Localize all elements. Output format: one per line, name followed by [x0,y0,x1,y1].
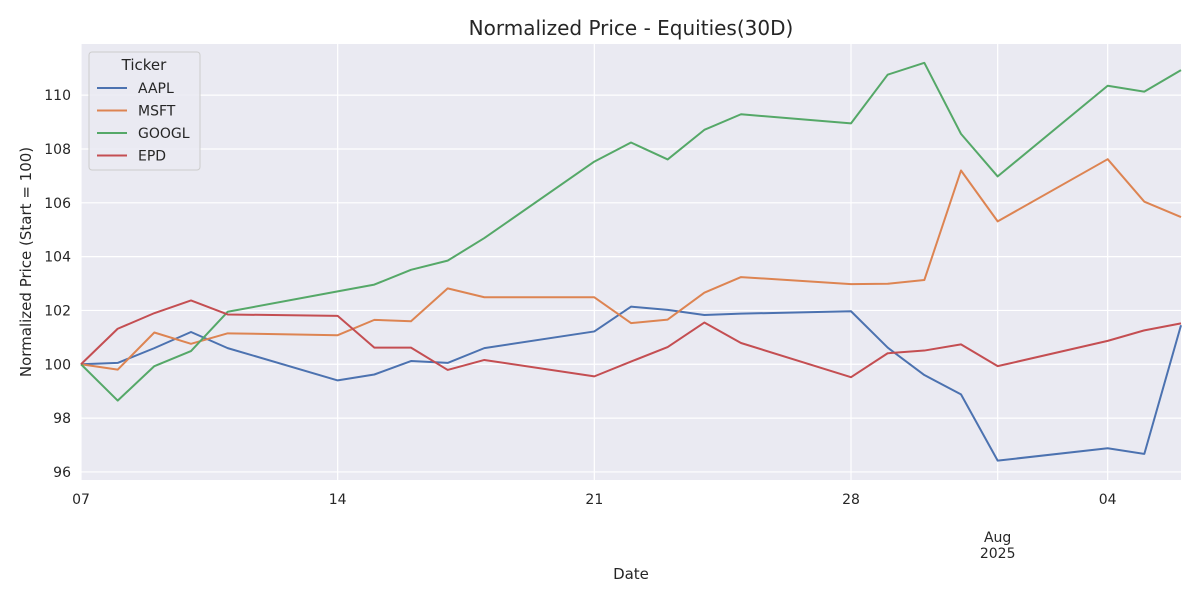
y-tick-label: 108 [44,142,71,158]
x-tick-label: 28 [842,492,860,508]
legend-label-googl: GOOGL [138,126,190,142]
y-axis-label: Normalized Price (Start = 100) [17,147,35,377]
legend-label-epd: EPD [138,149,166,165]
chart-title: Normalized Price - Equities(30D) [469,16,794,40]
legend-title: Ticker [121,56,167,74]
y-tick-label: 106 [44,196,71,212]
y-tick-label: 98 [53,411,71,427]
series-line-aapl [80,305,1182,462]
series-line-epd [80,299,1182,379]
series-lines [80,61,1182,462]
series-line-googl [80,61,1182,402]
y-tick-label: 110 [44,88,71,104]
legend-label-msft: MSFT [138,104,176,120]
x-tick-sublabel: 2025 [980,546,1016,562]
series-line-msft [80,158,1182,371]
x-tick-label: 14 [329,492,347,508]
plot-area [81,44,1181,480]
y-axis-ticks: 96 98 100 102 104 106 108 110 [44,88,71,481]
y-tick-label: 100 [44,357,71,373]
x-axis-label: Date [613,565,649,583]
legend-box [88,51,201,171]
y-tick-label: 96 [53,465,71,481]
x-tick-label: 21 [585,492,603,508]
gridlines [80,44,1181,480]
y-tick-label: 104 [44,250,71,266]
legend-items: AAPL MSFT GOOGL EPD [97,81,190,165]
legend-label-aapl: AAPL [138,81,174,97]
x-tick-label: 07 [72,492,90,508]
x-tick-label: 04 [1099,492,1117,508]
x-tick-label: Aug [984,530,1011,546]
legend: Ticker AAPL MSFT GOOGL EPD [88,51,201,171]
y-tick-label: 102 [44,303,71,319]
